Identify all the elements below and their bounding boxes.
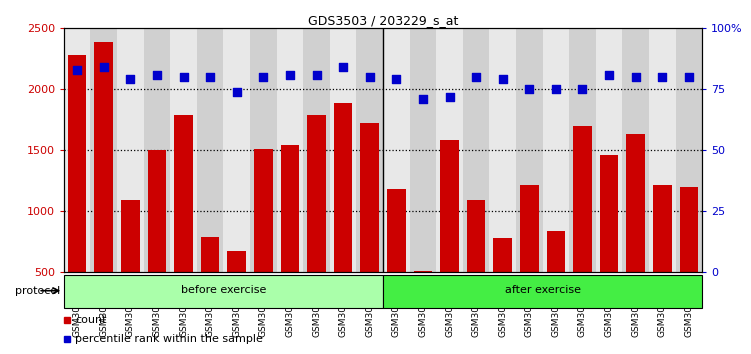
Bar	[547, 230, 566, 333]
Point	[363, 74, 376, 80]
Bar	[626, 134, 645, 333]
Bar	[436, 28, 463, 272]
Point	[496, 77, 508, 82]
Bar	[148, 150, 166, 333]
Bar	[383, 28, 409, 272]
Bar	[653, 185, 671, 333]
Bar	[409, 28, 436, 272]
Bar	[414, 271, 433, 333]
Bar	[224, 28, 250, 272]
Point	[391, 77, 403, 82]
Bar	[600, 155, 618, 333]
Point	[231, 89, 243, 95]
Bar	[596, 28, 623, 272]
Bar	[357, 28, 383, 272]
Point	[629, 74, 641, 80]
Bar	[360, 123, 379, 333]
Title: GDS3503 / 203229_s_at: GDS3503 / 203229_s_at	[308, 14, 458, 27]
Bar	[121, 200, 140, 333]
Bar	[307, 115, 326, 333]
Point	[683, 74, 695, 80]
Point	[258, 74, 270, 80]
Point	[444, 94, 456, 99]
Bar	[680, 187, 698, 333]
Bar	[276, 28, 303, 272]
Point	[550, 86, 562, 92]
Point	[577, 86, 589, 92]
Point	[310, 72, 322, 78]
Bar	[64, 275, 383, 308]
Bar	[330, 28, 357, 272]
Text: after exercise: after exercise	[505, 285, 581, 295]
Bar	[143, 28, 170, 272]
Text: protocol: protocol	[15, 286, 61, 296]
Bar	[383, 275, 702, 308]
Point	[177, 74, 189, 80]
Point	[204, 74, 216, 80]
Bar	[95, 42, 113, 333]
Point	[151, 72, 163, 78]
Point	[125, 77, 137, 82]
Bar	[649, 28, 676, 272]
Bar	[303, 28, 330, 272]
Bar	[490, 28, 516, 272]
Text: before exercise: before exercise	[181, 285, 266, 295]
Text: percentile rank within the sample: percentile rank within the sample	[75, 334, 263, 344]
Bar	[516, 28, 543, 272]
Bar	[250, 28, 276, 272]
Bar	[197, 28, 224, 272]
Bar	[467, 200, 485, 333]
Bar	[387, 189, 406, 333]
Bar	[520, 185, 538, 333]
Bar	[463, 28, 490, 272]
Point	[417, 96, 429, 102]
Bar	[493, 238, 512, 333]
Bar	[333, 103, 352, 333]
Point	[337, 64, 349, 70]
Bar	[573, 126, 592, 333]
Bar	[201, 236, 219, 333]
Point	[470, 74, 482, 80]
Bar	[228, 251, 246, 333]
Bar	[254, 149, 273, 333]
Bar	[623, 28, 649, 272]
Point	[71, 67, 83, 73]
Point	[98, 64, 110, 70]
Point	[603, 72, 615, 78]
Point	[656, 74, 668, 80]
Bar	[676, 28, 702, 272]
Bar	[569, 28, 596, 272]
Text: count: count	[75, 315, 107, 325]
Bar	[170, 28, 197, 272]
Bar	[440, 141, 459, 333]
Bar	[281, 145, 299, 333]
Bar	[543, 28, 569, 272]
Point	[523, 86, 535, 92]
Bar	[64, 28, 90, 272]
Bar	[90, 28, 117, 272]
Bar	[174, 115, 193, 333]
Bar	[117, 28, 143, 272]
Point	[284, 72, 296, 78]
Bar	[68, 55, 86, 333]
